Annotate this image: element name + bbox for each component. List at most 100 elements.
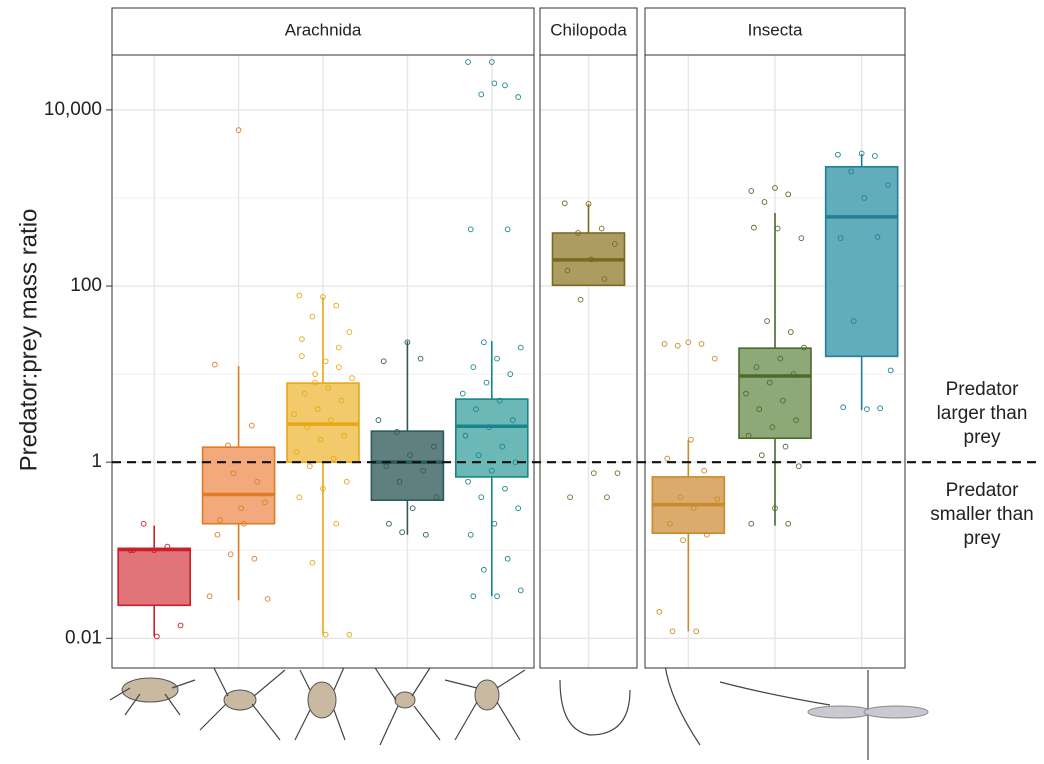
data-point: [504, 226, 511, 233]
data-point: [711, 355, 718, 362]
data-point: [478, 91, 485, 98]
data-point: [312, 371, 318, 377]
data-point: [343, 478, 350, 485]
data-point: [745, 432, 752, 439]
data-point: [491, 520, 498, 527]
data-point: [380, 358, 387, 365]
data-point: [293, 449, 300, 455]
data-point: [494, 593, 500, 600]
data-point: [299, 353, 305, 359]
data-point: [837, 235, 844, 241]
data-point: [235, 127, 242, 133]
data-point: [517, 344, 524, 351]
data-point: [462, 432, 469, 439]
data-point: [264, 596, 271, 602]
data-point: [153, 633, 160, 640]
data-point: [785, 520, 792, 527]
data-point: [698, 341, 705, 347]
annotation: smaller than: [930, 504, 1034, 525]
data-point: [420, 467, 427, 474]
data-point: [164, 543, 171, 550]
data-point: [871, 153, 878, 159]
data-point: [748, 520, 755, 527]
data-point: [238, 505, 245, 512]
data-point: [677, 494, 684, 501]
data-point: [567, 494, 573, 501]
data-point: [333, 520, 340, 527]
box: [370, 430, 445, 501]
y-tick-label: 10,000: [44, 99, 102, 120]
data-point: [299, 336, 305, 342]
data-point: [751, 224, 757, 231]
data-point: [850, 318, 857, 324]
data-point: [467, 226, 474, 233]
data-point: [685, 339, 692, 346]
data-point: [585, 201, 592, 207]
data-point: [433, 494, 440, 501]
data-point: [864, 406, 870, 412]
data-point: [241, 520, 247, 527]
data-point: [612, 241, 618, 247]
data-point: [515, 505, 522, 512]
data-point: [394, 429, 400, 435]
data-point: [301, 390, 308, 397]
data-point: [214, 531, 221, 538]
data-point: [504, 555, 511, 562]
data-point: [346, 329, 353, 335]
data-point: [320, 294, 326, 300]
data-point: [777, 355, 784, 362]
data-point: [486, 424, 493, 430]
data-point: [614, 470, 621, 477]
data-point: [251, 555, 258, 562]
box: [824, 165, 899, 358]
data-point: [764, 318, 770, 324]
data-point: [604, 494, 610, 501]
box: [201, 446, 276, 525]
data-point: [494, 355, 500, 362]
data-point: [177, 622, 184, 629]
animal-icons: [109, 649, 929, 760]
data-point: [225, 442, 231, 449]
data-point: [481, 566, 487, 573]
data-point: [459, 390, 466, 397]
data-point: [254, 478, 260, 485]
data-point: [375, 417, 382, 423]
data-point: [475, 452, 482, 459]
data-point: [858, 150, 865, 157]
data-point: [320, 485, 326, 492]
annotation: prey: [964, 528, 1001, 549]
data-point: [309, 313, 316, 320]
data-point: [478, 494, 485, 501]
y-tick-label: 0.01: [65, 627, 102, 648]
data-point: [688, 436, 694, 443]
data-point: [140, 520, 147, 527]
data-point: [483, 379, 490, 386]
strip: [644, 7, 906, 56]
data-point: [470, 593, 477, 600]
data-point: [798, 235, 805, 241]
data-point: [488, 59, 495, 65]
data-point: [399, 529, 405, 536]
data-point: [296, 292, 303, 299]
box: [738, 347, 812, 440]
data-point: [787, 329, 794, 335]
data-point: [793, 417, 799, 423]
data-point: [661, 341, 668, 347]
data-point: [325, 384, 332, 391]
y-tick-label: 100: [70, 275, 102, 296]
data-point: [515, 94, 522, 100]
data-point: [780, 397, 786, 404]
annotation: larger than: [937, 403, 1028, 424]
data-point: [782, 443, 789, 450]
data-point: [885, 182, 891, 188]
data-point: [510, 417, 516, 423]
data-point: [561, 200, 568, 207]
data-point: [848, 168, 854, 175]
data-point: [748, 188, 755, 194]
data-point: [206, 593, 213, 600]
data-point: [588, 256, 594, 263]
data-point: [667, 520, 673, 527]
data-point: [766, 379, 773, 386]
data-point: [335, 344, 342, 351]
facet-label: Insecta: [748, 20, 803, 39]
